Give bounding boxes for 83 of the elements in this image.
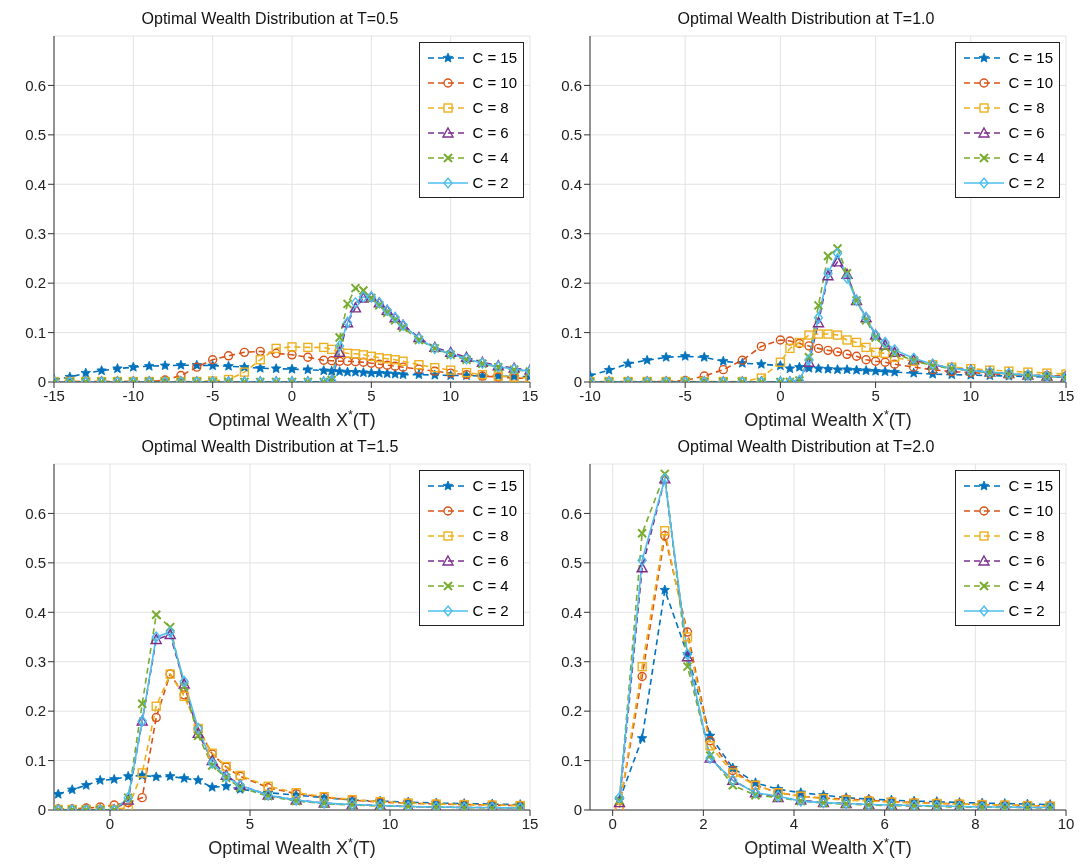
- x-tick-label: 5: [367, 386, 376, 404]
- chart-title: Optimal Wealth Distribution at T=2.0: [677, 438, 935, 455]
- x-tick-label: 4: [789, 814, 799, 832]
- legend-label: C = 4: [1008, 577, 1045, 594]
- x-axis-title: Optimal Wealth X$^{*}$(T): [208, 408, 376, 430]
- y-tick-label: 0.6: [25, 76, 46, 94]
- x-tick-label: 10: [381, 814, 399, 832]
- y-tick-label: 0.6: [561, 76, 582, 94]
- y-tick-label: 0.5: [561, 554, 582, 572]
- x-tick-label: 10: [442, 386, 460, 404]
- y-tick-label: 0.3: [561, 225, 582, 243]
- x-tick-label: 10: [1057, 814, 1075, 832]
- chart-title: Optimal Wealth Distribution at T=1.5: [141, 438, 399, 455]
- legend-label: C = 10: [1008, 502, 1053, 519]
- chart-title: Optimal Wealth Distribution at T=1.0: [677, 10, 935, 27]
- y-tick-label: 0.3: [561, 653, 582, 671]
- legend-label: C = 4: [472, 577, 509, 594]
- x-axis-title: Optimal Wealth X$^{*}$(T): [208, 836, 376, 858]
- legend-label: C = 15: [1008, 477, 1053, 494]
- legend-label: C = 8: [472, 527, 509, 544]
- y-tick-label: 0.5: [25, 554, 46, 572]
- x-tick-label: -10: [579, 386, 601, 404]
- legend-label: C = 6: [472, 124, 509, 141]
- y-tick-label: 0: [37, 373, 46, 391]
- legend-label: C = 10: [472, 74, 517, 91]
- legend-label: C = 15: [472, 477, 517, 494]
- y-tick-label: 0.5: [25, 126, 46, 144]
- y-tick-label: 0.1: [25, 751, 46, 769]
- y-tick-label: 0.6: [25, 504, 46, 522]
- y-tick-label: 0.1: [561, 751, 582, 769]
- x-tick-label: -10: [122, 386, 145, 404]
- legend-label: C = 4: [472, 149, 509, 166]
- x-tick-label: 2: [699, 814, 708, 832]
- y-tick-label: 0.2: [25, 274, 46, 292]
- x-axis-title: Optimal Wealth X$^{*}$(T): [744, 408, 912, 430]
- legend-label: C = 2: [472, 602, 509, 619]
- x-axis-title: Optimal Wealth X$^{*}$(T): [744, 836, 912, 858]
- x-tick-label: 5: [245, 814, 255, 832]
- x-tick-label: -5: [205, 386, 220, 404]
- x-tick-label: 15: [521, 386, 539, 404]
- x-tick-label: 15: [521, 814, 539, 832]
- x-tick-label: -5: [678, 386, 692, 404]
- x-tick-label: 6: [880, 814, 889, 832]
- y-tick-label: 0.1: [25, 323, 46, 341]
- legend-label: C = 2: [472, 174, 509, 191]
- legend-label: C = 2: [1008, 602, 1045, 619]
- x-tick-label: 15: [1057, 386, 1075, 404]
- x-tick-label: 10: [962, 386, 980, 404]
- legend-label: C = 2: [1008, 174, 1045, 191]
- legend-label: C = 6: [472, 552, 509, 569]
- y-tick-label: 0.1: [561, 323, 582, 341]
- legend-label: C = 8: [472, 99, 509, 116]
- y-tick-label: 0.2: [561, 274, 582, 292]
- x-tick-label: 0: [287, 386, 297, 404]
- y-tick-label: 0.2: [561, 702, 582, 720]
- y-tick-label: 0.4: [25, 175, 46, 193]
- y-tick-label: 0.4: [561, 603, 582, 621]
- legend-label: C = 8: [1008, 527, 1045, 544]
- legend-label: C = 15: [472, 49, 517, 66]
- y-tick-label: 0: [573, 373, 582, 391]
- y-tick-label: 0.2: [25, 702, 46, 720]
- legend-label: C = 10: [472, 502, 517, 519]
- y-tick-label: 0: [37, 801, 46, 819]
- x-tick-label: 8: [971, 814, 980, 832]
- legend-label: C = 10: [1008, 74, 1053, 91]
- legend-label: C = 6: [1008, 552, 1045, 569]
- chart-title: Optimal Wealth Distribution at T=0.5: [141, 10, 399, 27]
- x-tick-label: 5: [871, 386, 880, 404]
- x-tick-label: 0: [105, 814, 115, 832]
- legend-label: C = 15: [1008, 49, 1053, 66]
- y-tick-label: 0.4: [561, 175, 582, 193]
- y-tick-label: 0.4: [25, 603, 46, 621]
- x-tick-label: 0: [776, 386, 785, 404]
- legend-label: C = 8: [1008, 99, 1045, 116]
- y-tick-label: 0.3: [25, 653, 46, 671]
- y-tick-label: 0.3: [25, 225, 46, 243]
- x-tick-label: -15: [43, 386, 65, 404]
- y-tick-label: 0.5: [561, 126, 582, 144]
- legend-label: C = 6: [1008, 124, 1045, 141]
- y-tick-label: 0.6: [561, 504, 582, 522]
- x-tick-label: 0: [608, 814, 617, 832]
- y-tick-label: 0: [573, 801, 582, 819]
- legend-label: C = 4: [1008, 149, 1045, 166]
